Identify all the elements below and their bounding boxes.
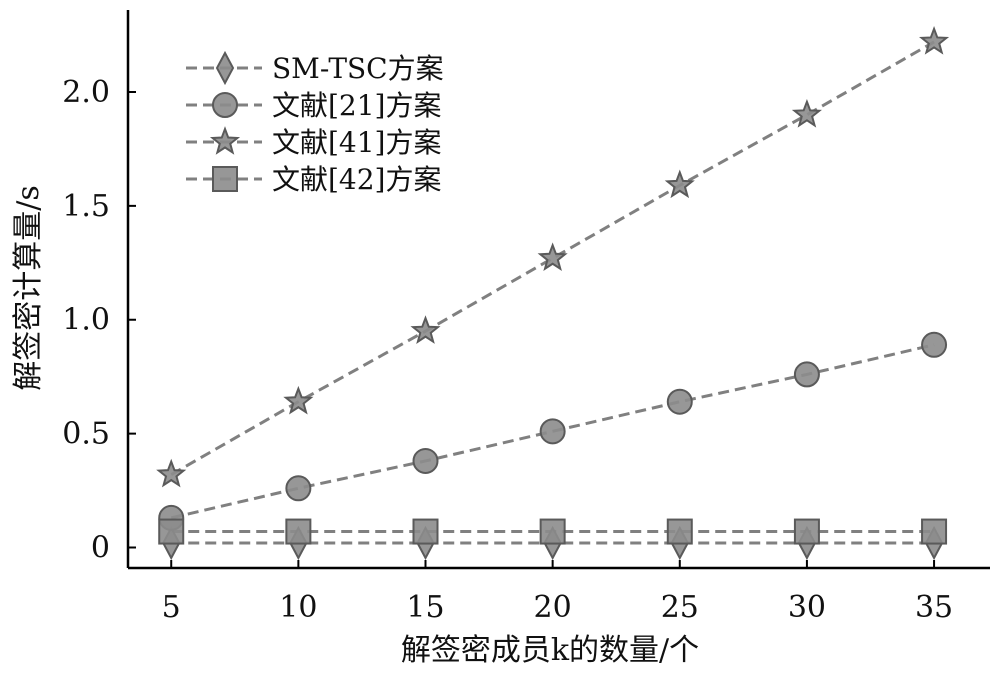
data-point-circle xyxy=(666,388,693,415)
y-tick-label: 2.0 xyxy=(62,75,110,110)
data-point-star xyxy=(537,242,568,272)
data-point-circle xyxy=(539,418,566,445)
legend-marker-star xyxy=(209,126,241,155)
legend-marker-diamond xyxy=(215,50,235,86)
legend-label: 文献[21]方案 xyxy=(272,89,441,122)
data-point-star xyxy=(791,98,822,128)
legend-marker-square xyxy=(212,166,238,192)
legend-label: SM-TSC方案 xyxy=(272,52,444,85)
y-tick-label: 1.0 xyxy=(62,303,110,338)
x-tick-label: 15 xyxy=(406,590,444,625)
data-point-square xyxy=(921,518,948,545)
data-point-star xyxy=(156,458,187,488)
x-tick-label: 10 xyxy=(279,590,317,625)
y-tick-label: 0 xyxy=(91,531,110,566)
data-point-circle xyxy=(285,475,312,502)
y-tick-label: 0.5 xyxy=(62,417,110,452)
data-point-square xyxy=(158,518,185,545)
legend-label: 文献[41]方案 xyxy=(272,126,441,159)
data-point-circle xyxy=(412,447,439,474)
data-point-star xyxy=(410,315,441,344)
x-tick-label: 35 xyxy=(915,590,953,625)
y-tick-label: 1.5 xyxy=(62,189,110,224)
data-point-star xyxy=(664,169,695,199)
x-tick-label: 30 xyxy=(788,590,826,625)
y-axis-title: 解签密计算量/s xyxy=(11,185,46,391)
x-tick-label: 5 xyxy=(162,590,181,625)
x-axis-title: 解签密成员k的数量/个 xyxy=(401,633,699,668)
series-markers xyxy=(156,26,950,561)
data-point-circle xyxy=(921,331,948,358)
legend-label: 文献[42]方案 xyxy=(272,163,441,196)
axes xyxy=(126,10,990,570)
legend-marker-circle xyxy=(212,92,238,118)
data-point-star xyxy=(919,26,950,55)
x-tick-label: 25 xyxy=(661,590,699,625)
ticks: 5 10 15 20 25 30 35 0 0.5 1.0 1.5 2.0 xyxy=(62,75,953,625)
data-point-circle xyxy=(793,361,820,388)
data-point-square xyxy=(666,518,693,545)
data-point-square xyxy=(285,518,312,545)
data-point-square xyxy=(539,518,566,545)
data-point-square xyxy=(412,518,439,545)
data-point-star xyxy=(283,385,314,415)
x-tick-label: 20 xyxy=(534,590,572,625)
data-point-square xyxy=(793,518,820,545)
